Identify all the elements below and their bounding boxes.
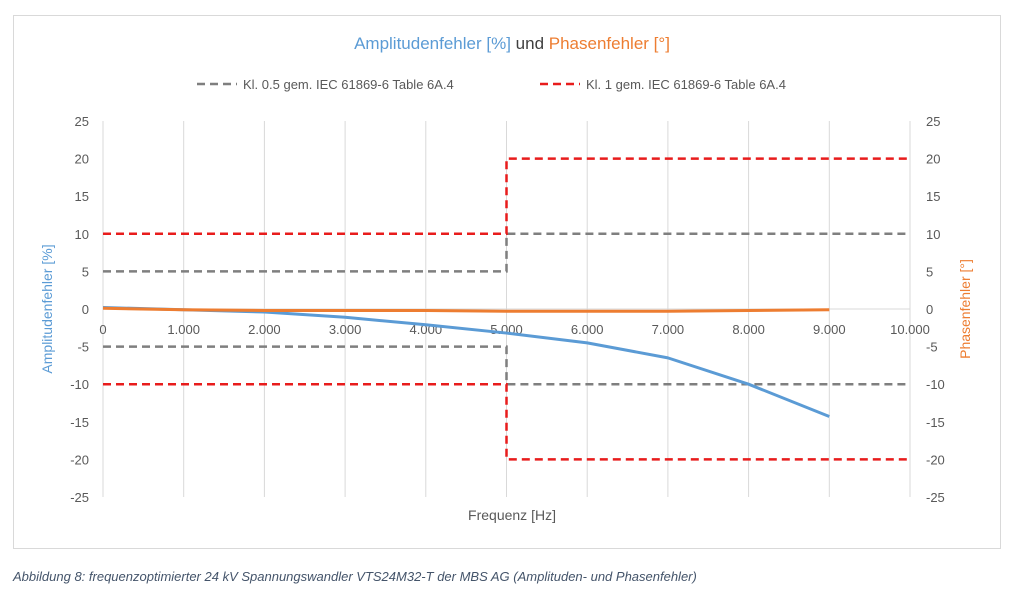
y-tick-label-right: 10	[926, 227, 940, 242]
y-tick-label-left: -5	[77, 340, 89, 355]
y-tick-label-right: 5	[926, 264, 933, 279]
y-tick-label-right: 0	[926, 302, 933, 317]
y-tick-label-left: 10	[75, 227, 89, 242]
y-tick-label-right: -20	[926, 452, 945, 467]
x-tick-label: 0	[99, 322, 106, 337]
title-part: Amplitudenfehler [%]	[354, 34, 511, 53]
amplitude-error-line	[102, 305, 830, 418]
x-tick-label: 6.000	[571, 322, 604, 337]
x-tick-label: 2.000	[248, 322, 281, 337]
limit-line	[103, 382, 910, 461]
chart: Amplitudenfehler [%] und Phasenfehler [°…	[39, 34, 973, 523]
y-tick-label-left: 20	[75, 152, 89, 167]
y-tick-label-left: 15	[75, 189, 89, 204]
x-tick-label: 1.000	[167, 322, 200, 337]
y-axis-title-left: Amplitudenfehler [%]	[39, 244, 55, 373]
y-tick-label-left: -15	[70, 415, 89, 430]
y-tick-label-left: -25	[70, 490, 89, 505]
y-tick-label-right: 20	[926, 152, 940, 167]
y-tick-label-right: -10	[926, 377, 945, 392]
chart-title: Amplitudenfehler [%] und Phasenfehler [°…	[354, 34, 670, 53]
x-tick-label: 8.000	[732, 322, 765, 337]
title-part: Phasenfehler [°]	[549, 34, 670, 53]
phase-error-line	[102, 306, 830, 313]
y-tick-label-left: 25	[75, 114, 89, 129]
x-tick-label: 3.000	[329, 322, 362, 337]
y-tick-label-left: -10	[70, 377, 89, 392]
x-axis-title: Frequenz [Hz]	[468, 507, 556, 523]
y-tick-label-right: 15	[926, 189, 940, 204]
x-tick-label: 7.000	[652, 322, 685, 337]
title-part: und	[511, 34, 549, 53]
limit-line	[103, 157, 910, 236]
legend-label: Kl. 0.5 gem. IEC 61869-6 Table 6A.4	[243, 77, 454, 92]
x-tick-label: 9.000	[813, 322, 846, 337]
y-tick-label-right: -25	[926, 490, 945, 505]
x-tick-label: 10.000	[890, 322, 930, 337]
y-tick-label-left: 0	[82, 302, 89, 317]
y-tick-label-right: 25	[926, 114, 940, 129]
y-axis-title-right: Phasenfehler [°]	[957, 259, 973, 359]
figure-caption: Abbildung 8: frequenzoptimierter 24 kV S…	[13, 569, 697, 584]
y-tick-label-left: -20	[70, 452, 89, 467]
limit-line	[103, 345, 910, 386]
y-tick-label-right: -5	[926, 340, 938, 355]
y-tick-label-left: 5	[82, 264, 89, 279]
limit-line	[103, 232, 910, 273]
y-tick-label-right: -15	[926, 415, 945, 430]
legend-label: Kl. 1 gem. IEC 61869-6 Table 6A.4	[586, 77, 786, 92]
